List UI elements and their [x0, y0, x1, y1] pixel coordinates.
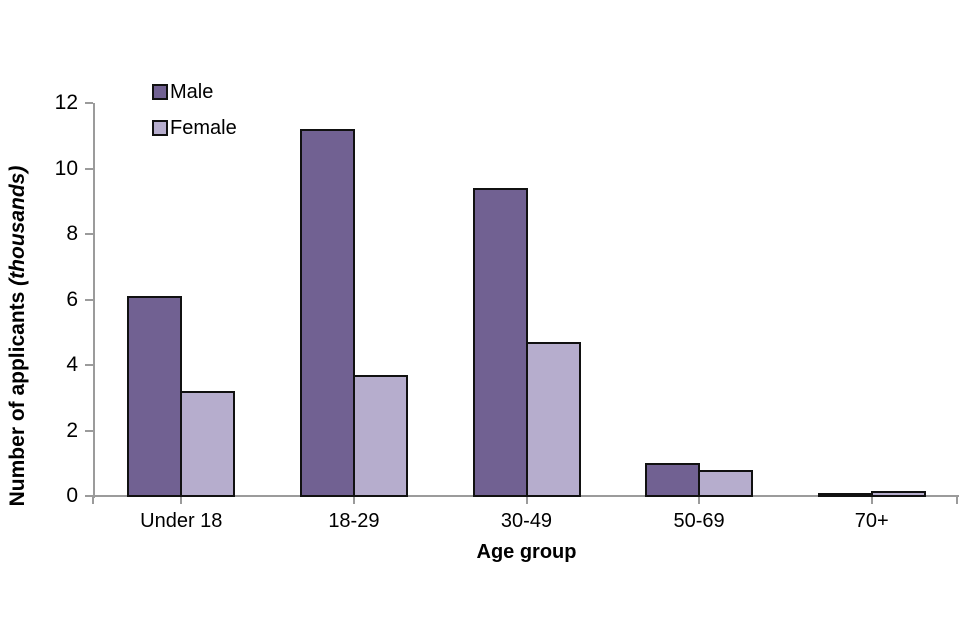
female-swatch-icon — [152, 120, 168, 136]
y-tick-label: 0 — [66, 484, 78, 507]
y-tick — [85, 364, 93, 366]
y-tick-label: 10 — [54, 156, 78, 180]
y-axis-line — [93, 103, 95, 498]
x-tick — [956, 497, 958, 504]
y-tick-label: 8 — [66, 222, 78, 245]
x-tick — [870, 497, 873, 504]
y-tick — [85, 167, 93, 170]
y-axis-title: Number of applicants (thousands) — [6, 136, 34, 536]
y-tick-label: 12 — [54, 91, 78, 114]
y-tick — [85, 495, 93, 497]
bar-male-under-18 — [127, 296, 183, 497]
legend-item-female: Female — [152, 110, 237, 146]
x-tick — [525, 497, 528, 504]
bar-female-30-49 — [525, 342, 581, 497]
bar-female-50-69 — [698, 469, 754, 497]
y-tick — [85, 102, 93, 104]
legend-label-male: Male — [170, 81, 214, 103]
x-category-label-30-49: 30-49 — [500, 510, 553, 532]
x-category-label-18-29: 18-29 — [328, 510, 380, 532]
x-axis-title: Age group — [476, 541, 577, 563]
y-tick — [85, 298, 93, 301]
y-tick — [85, 233, 93, 235]
bar-male-70 — [817, 492, 873, 497]
x-category-label-70: 70+ — [854, 510, 889, 532]
legend-label-female: Female — [170, 117, 237, 139]
x-tick — [352, 497, 355, 504]
x-tick — [180, 497, 183, 504]
bar-male-50-69 — [645, 463, 701, 497]
bar-female-70 — [870, 491, 926, 497]
x-category-label-50-69: 50-69 — [673, 510, 725, 532]
male-swatch-icon — [152, 84, 168, 100]
bar-female-under-18 — [180, 391, 236, 497]
bar-male-30-49 — [472, 188, 528, 497]
y-tick-label: 4 — [66, 353, 78, 376]
x-category-label-under-18: Under 18 — [140, 510, 223, 532]
legend-item-male: Male — [152, 74, 237, 110]
y-axis-title-main: Number of applicants — [6, 291, 29, 507]
y-tick — [85, 429, 93, 432]
x-tick — [698, 497, 701, 504]
legend: Male Female — [152, 74, 237, 146]
bar-female-18-29 — [352, 374, 408, 497]
y-tick-label: 2 — [66, 418, 78, 442]
bar-male-18-29 — [299, 129, 355, 497]
y-tick-label: 6 — [66, 287, 78, 311]
x-tick — [92, 497, 94, 504]
